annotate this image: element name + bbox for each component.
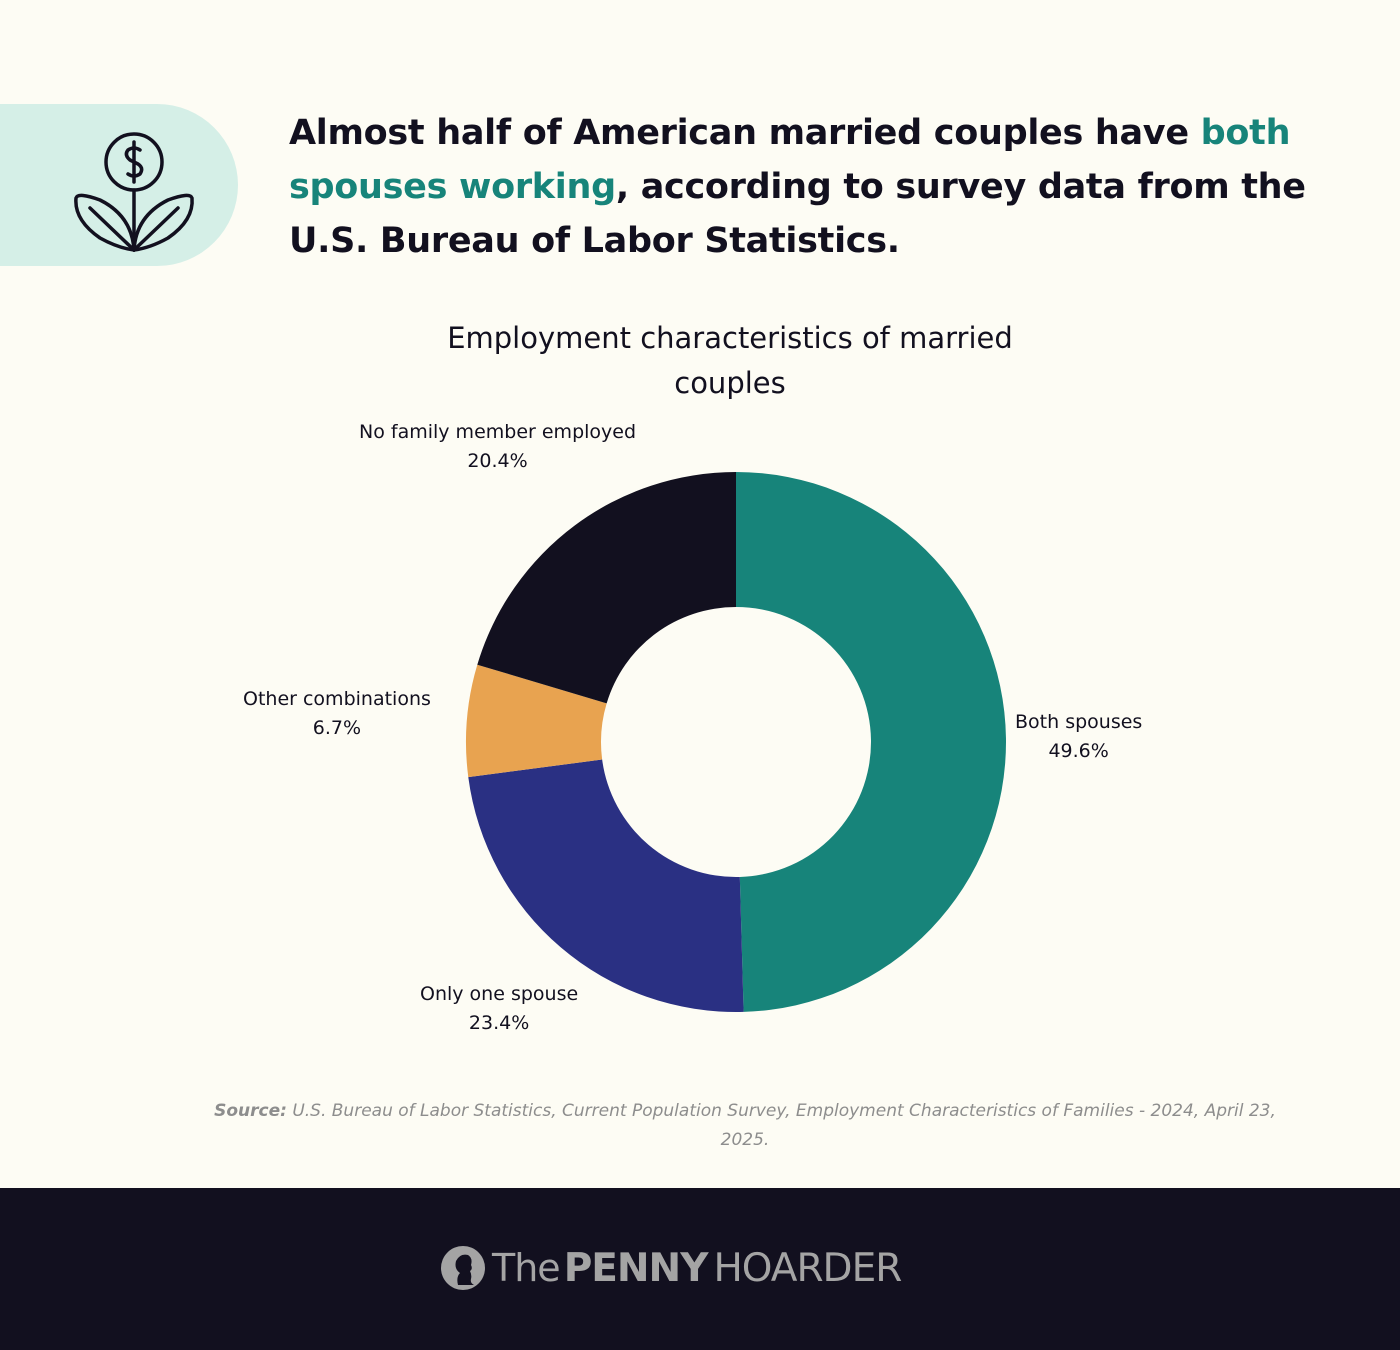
label-only-one-spouse: Only one spouse 23.4% <box>420 980 578 1038</box>
value-label: 49.6% <box>1048 740 1109 762</box>
value-label: 6.7% <box>312 717 362 739</box>
category-label: No family member employed <box>359 421 637 443</box>
logo-hoarder: HOARDER <box>713 1245 902 1291</box>
label-no-family-member-employed: No family member employed 20.4% <box>359 418 636 476</box>
headline-part2: , according to survey data from the U.S.… <box>289 167 1306 261</box>
penny-hoarder-logo: The PENNY HOARDER <box>440 1243 902 1293</box>
category-label: Only one spouse <box>420 983 579 1005</box>
money-plant-icon <box>74 132 194 252</box>
chart-title: Employment characteristics of married co… <box>447 321 1013 400</box>
label-other-combinations: Other combinations 6.7% <box>243 685 431 743</box>
logo-the: The <box>492 1246 561 1290</box>
source-note: Source: U.S. Bureau of Labor Statistics,… <box>190 1097 1300 1155</box>
headline-part1: Almost half of American married couples … <box>289 113 1201 153</box>
value-label: 20.4% <box>467 450 528 472</box>
donut-slice-no-family-member-employed <box>477 472 736 704</box>
donut-slice-other-combinations <box>466 664 607 778</box>
headline: Almost half of American married couples … <box>289 106 1349 268</box>
source-label: Source: <box>214 1101 287 1121</box>
headline-highlight: both spouses working <box>289 113 1291 207</box>
label-both-spouses: Both spouses 49.6% <box>1015 708 1142 766</box>
header-icon-badge <box>0 104 238 266</box>
donut-slice-both-spouses <box>736 472 1006 1012</box>
value-label: 23.4% <box>468 1012 530 1034</box>
donut-slice-only-one-spouse <box>468 759 744 1012</box>
category-label: Both spouses <box>1015 711 1143 733</box>
category-label: Other combinations <box>243 688 431 710</box>
logo-penny: PENNY <box>563 1245 709 1291</box>
donut-chart <box>466 472 1006 1012</box>
source-text: U.S. Bureau of Labor Statistics, Current… <box>286 1101 1276 1150</box>
footer-bar <box>0 1188 1400 1350</box>
coin-silhouette-icon <box>441 1246 485 1290</box>
